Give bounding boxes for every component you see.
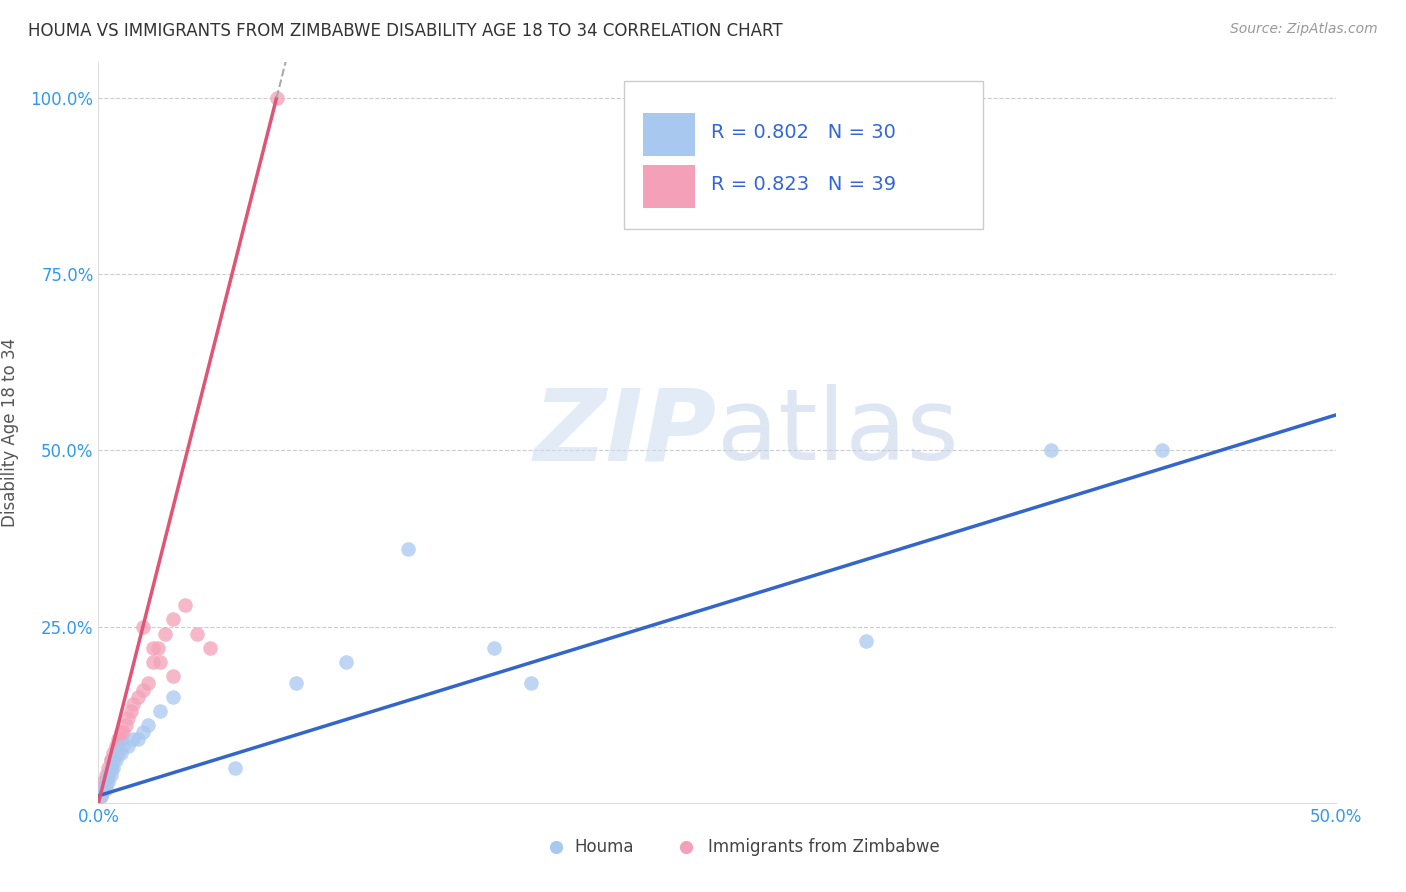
Point (335, 655, 357, 669)
Text: R = 0.823   N = 39: R = 0.823 N = 39 (711, 175, 896, 194)
Point (94, 781, 117, 796)
Point (122, 697, 145, 711)
Point (136, 676, 159, 690)
Point (120, 704, 142, 718)
Point (97, 760, 120, 774)
Point (186, 626, 208, 640)
Point (132, 725, 155, 739)
Point (93, 774, 115, 789)
Point (1263, 838, 1285, 852)
Point (149, 704, 172, 718)
Point (100, 760, 122, 774)
Point (484, 640, 506, 655)
Point (97, 774, 120, 789)
Point (90, 789, 112, 803)
Point (117, 711, 139, 725)
Point (224, 760, 246, 774)
Point (104, 739, 127, 754)
FancyBboxPatch shape (624, 81, 983, 229)
Point (107, 739, 129, 754)
Text: Source: ZipAtlas.com: Source: ZipAtlas.com (1230, 22, 1378, 37)
Point (1152, 443, 1174, 458)
FancyBboxPatch shape (643, 165, 695, 209)
Point (100, 760, 122, 774)
Point (112, 725, 135, 739)
Point (174, 599, 197, 613)
Text: Immigrants from Zimbabwe: Immigrants from Zimbabwe (709, 838, 941, 856)
Point (112, 739, 135, 754)
Point (132, 619, 155, 633)
Point (100, 754, 122, 768)
Point (94, 774, 117, 789)
Point (122, 732, 145, 747)
Point (110, 747, 132, 761)
Point (855, 633, 877, 648)
Point (110, 725, 132, 739)
Point (285, 676, 308, 690)
Point (136, 718, 159, 732)
Point (97, 767, 120, 781)
Point (266, 91, 288, 105)
Point (93, 781, 115, 796)
Point (132, 683, 155, 698)
Point (100, 767, 122, 781)
Text: R = 0.802   N = 30: R = 0.802 N = 30 (711, 123, 896, 143)
Point (127, 732, 149, 747)
Point (104, 747, 127, 761)
Y-axis label: Disability Age 18 to 34: Disability Age 18 to 34 (1, 338, 20, 527)
Point (198, 640, 221, 655)
Point (103, 754, 125, 768)
Point (117, 739, 139, 754)
Point (110, 732, 132, 747)
Point (149, 655, 172, 669)
Point (100, 754, 122, 768)
Point (107, 732, 129, 747)
Point (93, 781, 115, 796)
Point (146, 640, 169, 655)
Point (90, 781, 112, 796)
Point (155, 626, 177, 640)
Point (1040, 443, 1063, 458)
Text: HOUMA VS IMMIGRANTS FROM ZIMBABWE DISABILITY AGE 18 TO 34 CORRELATION CHART: HOUMA VS IMMIGRANTS FROM ZIMBABWE DISABI… (28, 22, 783, 40)
Point (94, 774, 117, 789)
Point (162, 690, 184, 704)
Point (127, 690, 149, 704)
Text: ZIP: ZIP (534, 384, 717, 481)
Point (103, 760, 125, 774)
Point (142, 655, 165, 669)
FancyBboxPatch shape (643, 112, 695, 156)
Point (90, 789, 112, 803)
Point (114, 718, 136, 732)
Text: Houma: Houma (575, 838, 634, 856)
Point (1002, 838, 1025, 852)
Point (162, 669, 184, 683)
Point (107, 747, 129, 761)
Point (97, 767, 120, 781)
Point (94, 767, 117, 781)
Point (103, 747, 125, 761)
Text: atlas: atlas (717, 384, 959, 481)
Point (103, 754, 125, 768)
Point (142, 640, 165, 655)
Point (396, 541, 419, 556)
Point (104, 754, 127, 768)
Point (162, 612, 184, 626)
Point (520, 676, 543, 690)
